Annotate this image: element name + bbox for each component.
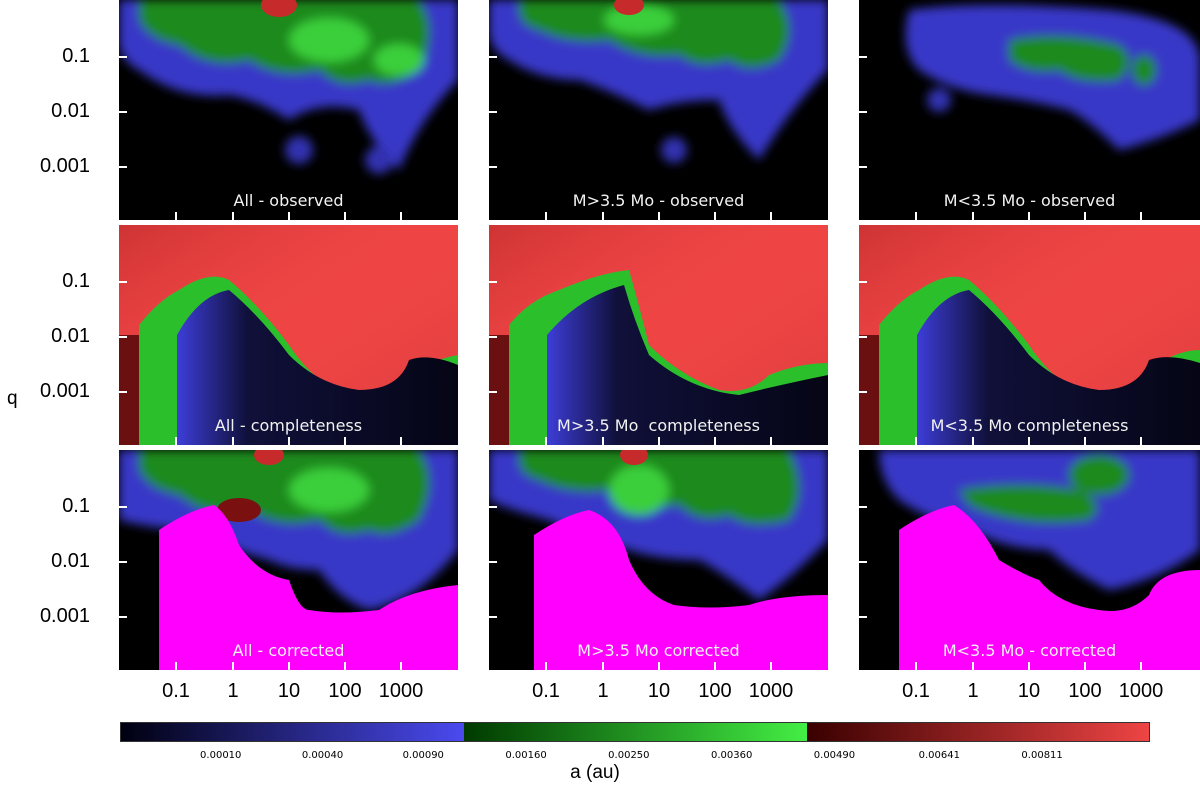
panel-label: M<3.5 Mo - corrected (942, 641, 1117, 660)
colorbar-tick-label: 0.00641 (918, 750, 960, 761)
x-tick-label: 1 (967, 680, 979, 702)
panel-all-completeness: All - completeness (119, 225, 458, 445)
panel-m-gt-completeness: M>3.5 Mo completeness (489, 225, 828, 445)
x-tick-label: 0.1 (532, 680, 560, 702)
colorbar-tick-label: 0.00040 (301, 750, 344, 761)
heatmap-all-completeness (119, 225, 458, 445)
panel-label: M>3.5 Mo completeness (557, 416, 760, 435)
colorbar-tick-label: 0.00490 (813, 750, 856, 761)
heatmap-m-gt-observed (489, 0, 828, 220)
panel-m-lt-corrected: M<3.5 Mo - corrected (859, 450, 1200, 670)
colorbar-tick-label: 0.00811 (1021, 750, 1063, 761)
x-tick-label: 100 (328, 680, 362, 702)
y-tick-label: 0.01 (51, 325, 90, 347)
y-tick-label: 0.01 (51, 550, 90, 572)
x-tick-label: 1 (227, 680, 239, 702)
y-tick-label: 0.001 (39, 605, 90, 627)
heatmap-m-gt-completeness (489, 225, 828, 445)
colorbar-tick-label: 0.00010 (200, 750, 242, 761)
panel-label: All - completeness (214, 416, 363, 435)
colorbar-tick-label: 0.00360 (710, 750, 753, 761)
y-tick-label: 0.01 (51, 100, 90, 122)
panel-m-gt-observed: M>3.5 Mo - observed (489, 0, 828, 220)
panel-label: All - observed (233, 191, 344, 210)
panel-label: M>3.5 Mo corrected (577, 641, 740, 660)
heatmap-m-lt-completeness (859, 225, 1200, 445)
panel-all-observed: All - observed (119, 0, 458, 220)
y-axis-label: q (7, 388, 18, 409)
panel-label: All - corrected (232, 641, 345, 660)
panel-m-lt-completeness: M<3.5 Mo completeness (859, 225, 1200, 445)
colorbar-tick-label: 0.00090 (402, 750, 444, 761)
x-tick-label: 100 (698, 680, 732, 702)
x-tick-label: 10 (277, 680, 301, 702)
x-tick-label: 1 (597, 680, 609, 702)
panel-label: M<3.5 Mo - observed (943, 191, 1116, 210)
y-tick-label: 0.1 (62, 270, 90, 292)
panel-label: M<3.5 Mo completeness (930, 416, 1129, 435)
colorbar-tick-label: 0.00250 (608, 750, 650, 761)
colorbar (120, 722, 1150, 742)
panel-all-corrected: All - corrected (119, 450, 458, 670)
x-axis-label: a (au) (570, 762, 620, 783)
colorbar-gradient (121, 723, 1149, 741)
x-tick-label: 1000 (378, 680, 424, 702)
x-tick-label: 1000 (748, 680, 794, 702)
x-tick-label: 0.1 (162, 680, 190, 702)
y-tick-label: 0.1 (62, 45, 90, 67)
heatmap-m-lt-corrected (859, 450, 1200, 670)
panel-label: M>3.5 Mo - observed (572, 191, 745, 210)
y-tick-label: 0.001 (39, 380, 90, 402)
heatmap-m-gt-corrected (489, 450, 828, 670)
x-tick-label: 0.1 (902, 680, 930, 702)
panel-m-lt-observed: M<3.5 Mo - observed (859, 0, 1200, 220)
panel-m-gt-corrected: M>3.5 Mo corrected (489, 450, 828, 670)
x-tick-label: 10 (647, 680, 671, 702)
colorbar-tick-label: 0.00160 (505, 750, 547, 761)
y-tick-label: 0.1 (62, 495, 90, 517)
heatmap-all-observed (119, 0, 458, 220)
x-tick-label: 10 (1017, 680, 1041, 702)
heatmap-m-lt-observed (859, 0, 1200, 220)
x-tick-label: 1000 (1118, 680, 1164, 702)
heatmap-all-corrected (119, 450, 458, 670)
x-tick-label: 100 (1068, 680, 1102, 702)
y-tick-label: 0.001 (39, 155, 90, 177)
